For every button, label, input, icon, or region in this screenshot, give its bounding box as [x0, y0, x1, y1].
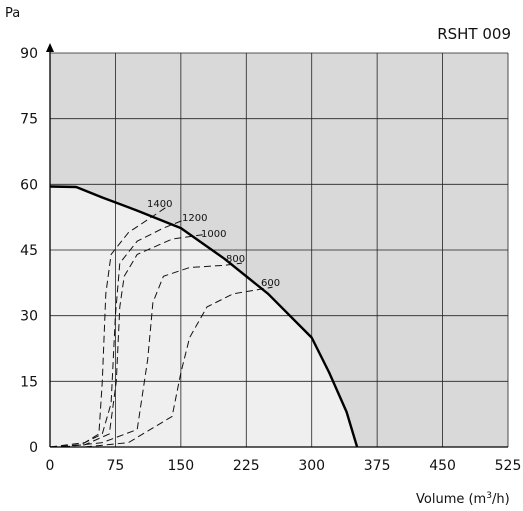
y-tick-label-75: 75: [20, 112, 38, 128]
x-tick-label-300: 300: [298, 458, 325, 474]
axes: 0 75 150 225 300 375 450 525 0 15 30 45 60 75 90: [20, 43, 521, 474]
x-axis-label-text: Volume (m: [416, 492, 486, 507]
y-tick-label-15: 15: [20, 374, 38, 390]
speed-curve-1000: [49, 234, 203, 448]
curve-label-600: 600: [261, 278, 280, 289]
y-axis-label: Pa: [5, 6, 20, 21]
x-tick-label-150: 150: [167, 458, 194, 474]
operating-area: [50, 186, 358, 447]
max-curve: [49, 185, 359, 448]
y-tick-label-90: 90: [20, 46, 38, 62]
x-tick-label-450: 450: [429, 458, 456, 474]
y-tick-label-30: 30: [20, 309, 38, 325]
curve-label-1000: 1000: [201, 229, 226, 240]
curve-label-800: 800: [226, 254, 245, 265]
x-tick-label-75: 75: [107, 458, 125, 474]
x-axis-label-exp: 3: [486, 491, 492, 501]
x-tick-label-525: 525: [495, 458, 522, 474]
curve-label-1200: 1200: [182, 213, 207, 224]
speed-curve-1400: [49, 205, 169, 448]
speed-curve-1200: [49, 218, 186, 448]
y-tick-label-0: 0: [29, 440, 38, 456]
speed-curve-600: [84, 286, 273, 448]
x-axis-label-tail: /h): [492, 492, 510, 507]
chart-title: RSHT 009: [437, 25, 511, 43]
curves: 1400 1200 1000 800 600: [49, 185, 359, 448]
speed-curve-800: [63, 262, 242, 448]
x-tick-label-0: 0: [46, 458, 55, 474]
x-axis-label: Volume (m3/h): [416, 491, 510, 507]
y-axis-arrow: [46, 43, 54, 52]
x-tick-label-225: 225: [233, 458, 260, 474]
x-tick-label-375: 375: [364, 458, 391, 474]
y-tick-label-60: 60: [20, 177, 38, 193]
y-tick-label-45: 45: [20, 243, 38, 259]
curve-label-1400: 1400: [147, 199, 172, 210]
